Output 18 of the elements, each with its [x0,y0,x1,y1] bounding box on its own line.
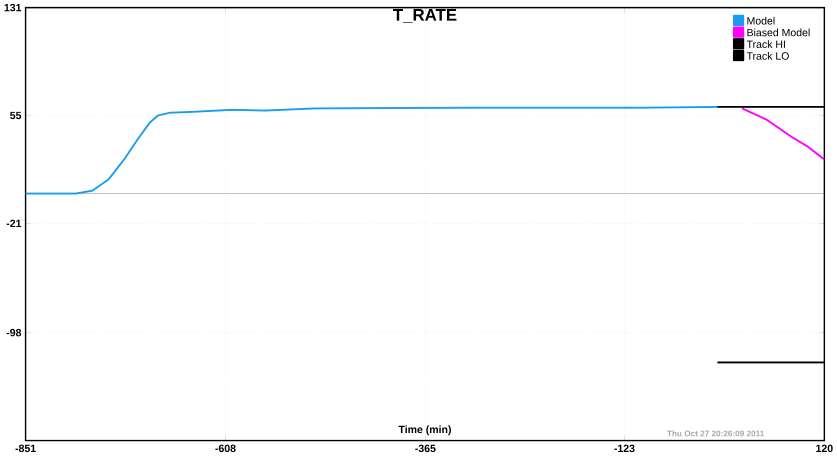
x-axis-title: Time (min) [398,425,451,436]
x-tick-label: -851 [15,444,36,452]
line-series [741,107,824,160]
x-tick-label: -608 [215,444,236,452]
legend-label: Model [747,16,774,25]
y-tick-label: 131 [4,4,22,12]
x-tick-label: 120 [816,444,833,452]
x-tick-label: -123 [614,444,635,452]
y-tick-label: -98 [6,328,22,336]
annotation: Thu Oct 27 20:26:09 2011 [667,430,764,436]
y-tick-label: -21 [6,220,22,228]
legend-label: Biased Model [747,28,810,36]
chart-title: T_RATE [393,9,456,23]
y-tick-label: 55 [10,112,22,120]
legend-label: Track HI [746,40,785,48]
line-series [26,106,718,194]
legend-label: Track LO [746,52,789,60]
x-tick-label: -365 [415,444,436,452]
